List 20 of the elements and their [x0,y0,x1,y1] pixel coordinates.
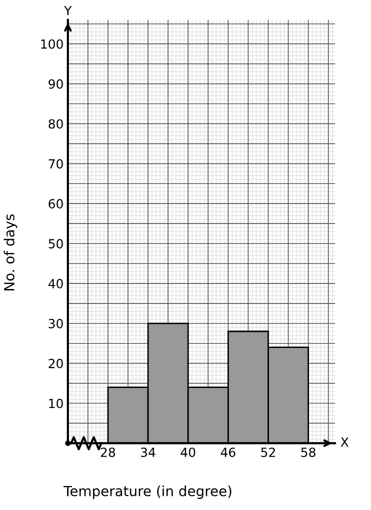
y-tick-label: 70 [48,159,63,169]
x-tick-label: 46 [220,448,236,458]
x-axis-title: Temperature (in degree) [64,486,232,499]
y-axis-title: No. of days [4,214,18,290]
y-tick-label: 100 [41,39,63,49]
y-tick-label: 30 [48,318,63,328]
text: Y [64,6,72,16]
x-tick-label: 58 [301,448,316,458]
x-tick-label: 40 [180,448,196,458]
y-tick-label: 90 [48,79,63,89]
x-tick-label: 34 [141,448,156,458]
text: X [340,438,349,447]
x-tick-label: 52 [261,448,275,458]
y-tick-label: 80 [48,119,63,129]
y-tick-label: 50 [48,238,63,248]
y-tick-label: 10 [49,398,63,408]
y-tick-label: 20 [48,358,63,368]
y-tick-label: 40 [48,278,63,288]
y-tick-label: 60 [48,199,63,209]
x-tick-label: 28 [100,448,116,458]
